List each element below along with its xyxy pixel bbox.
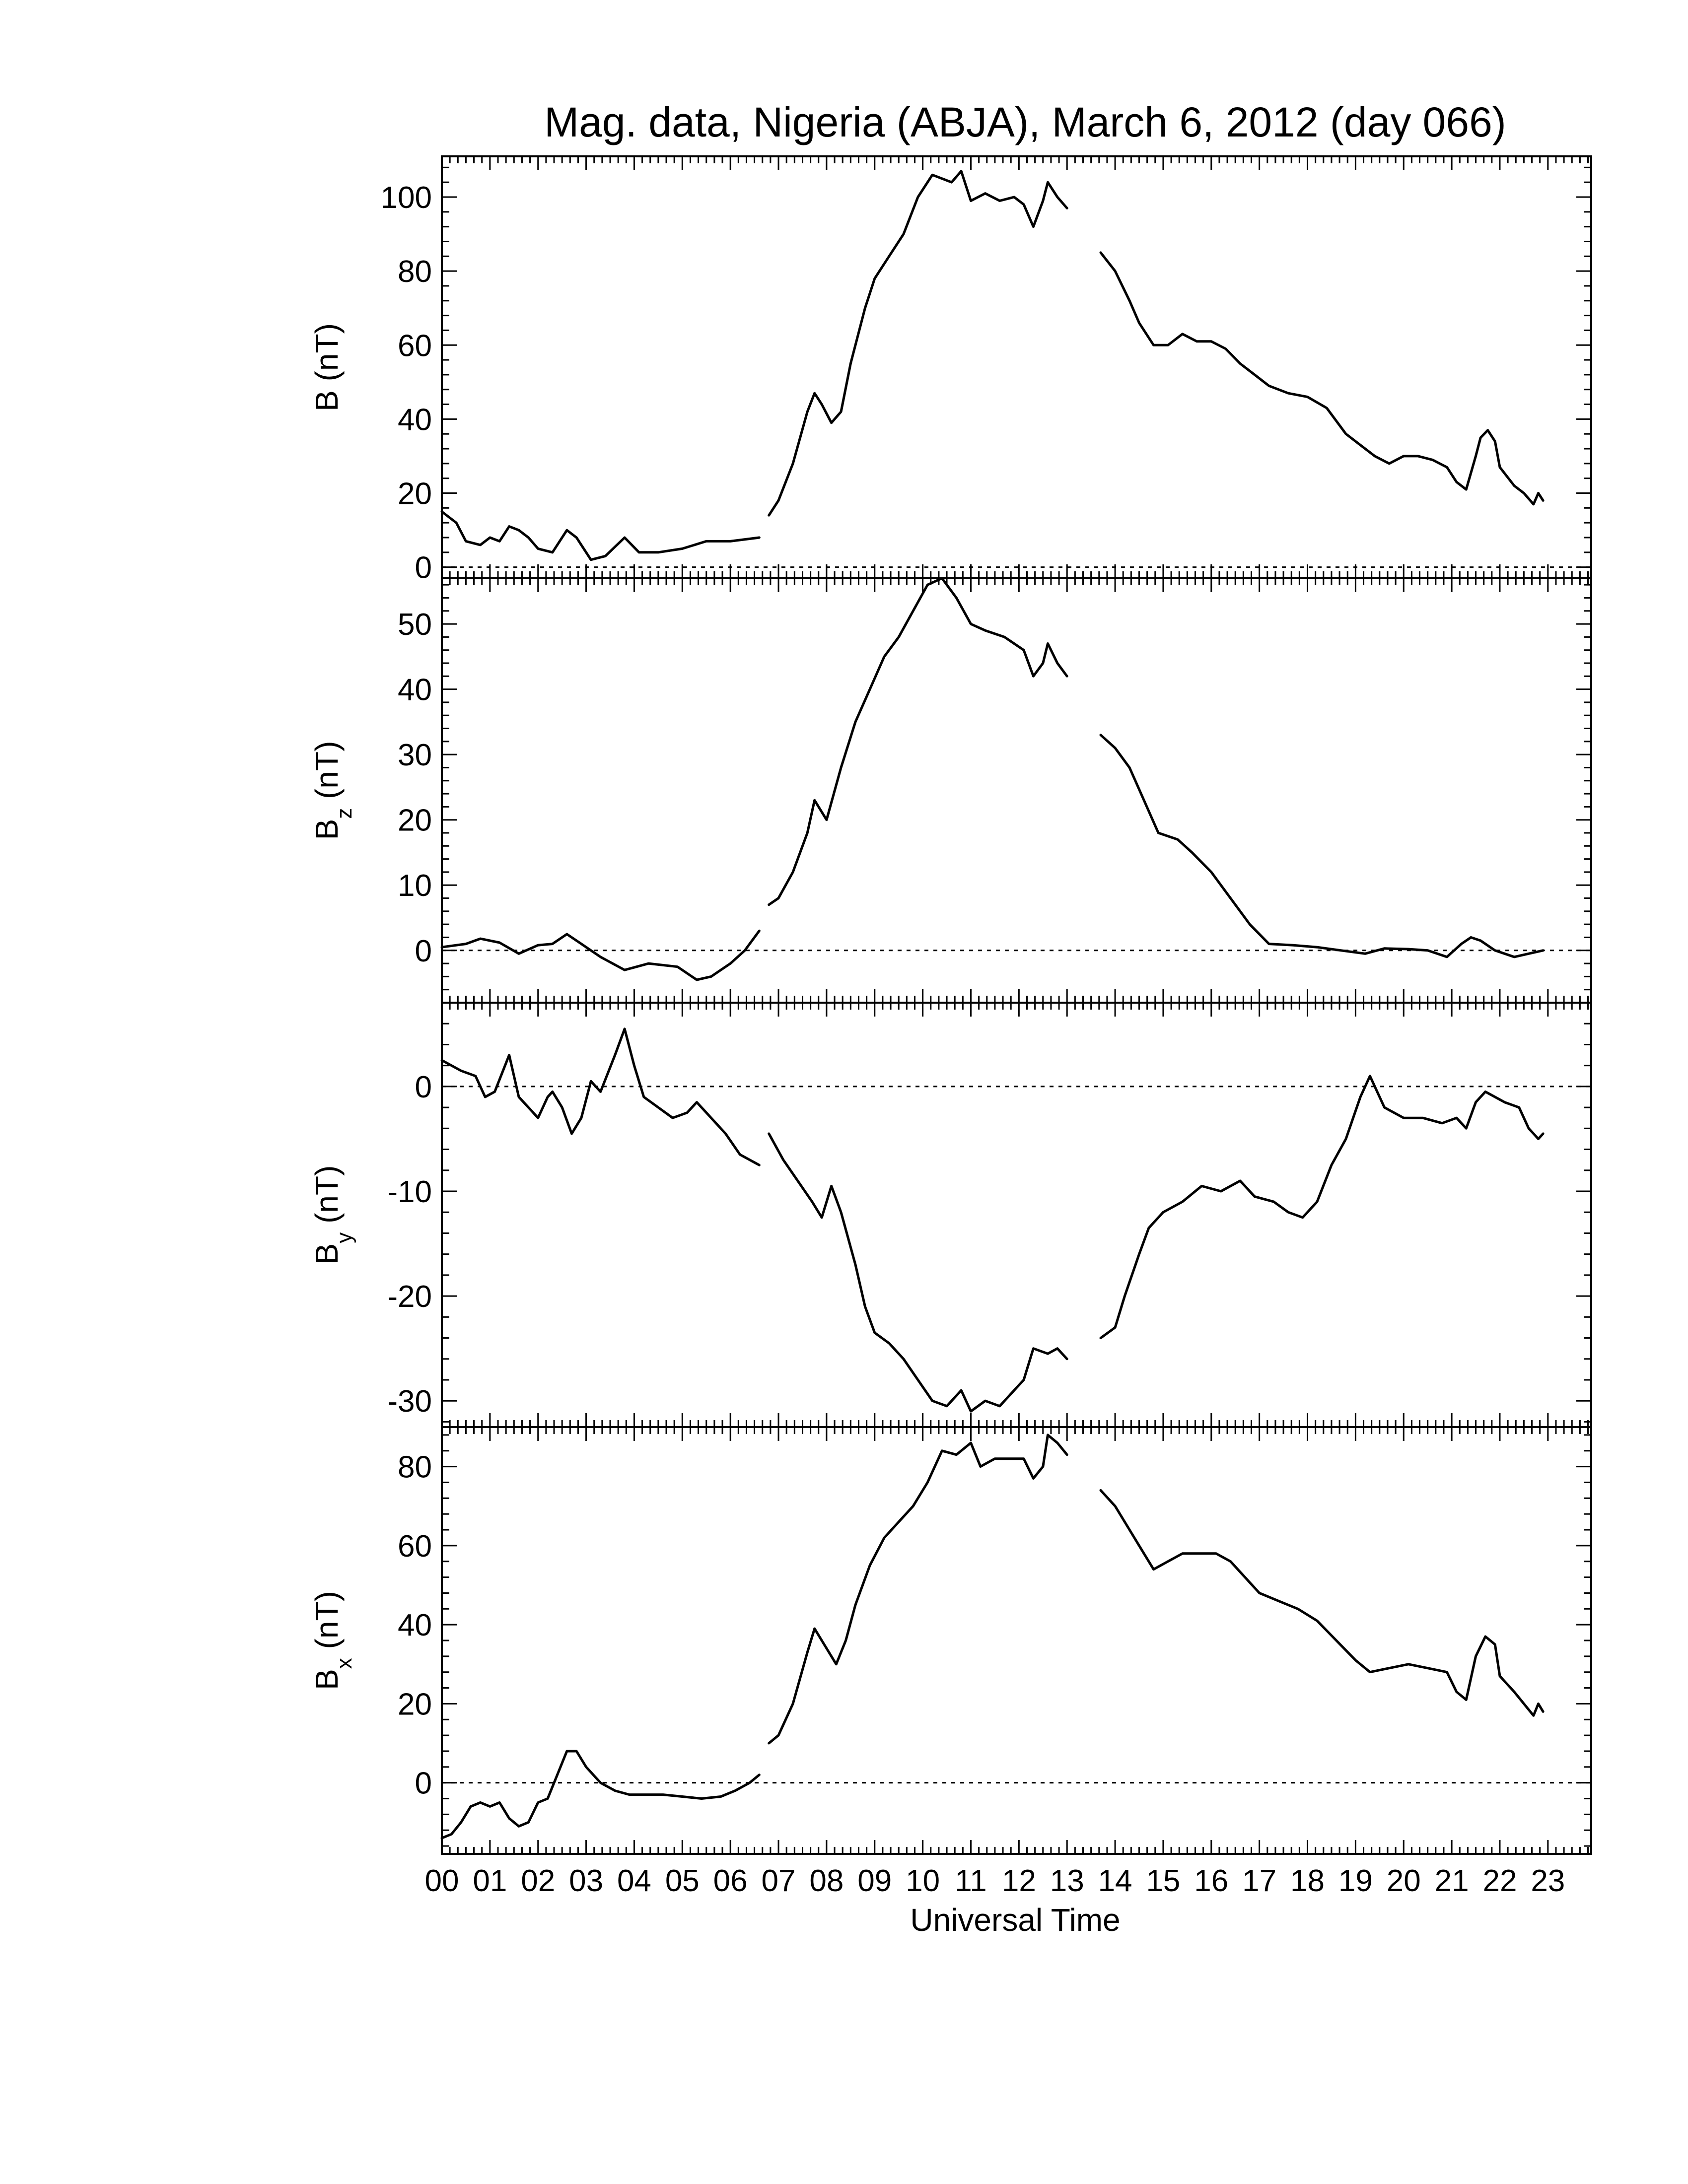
x-tick-label: 03: [569, 1864, 603, 1898]
x-tick-label: 17: [1242, 1864, 1276, 1898]
y-tick-label: -20: [387, 1280, 432, 1314]
y-tick-label: 10: [398, 869, 432, 903]
y-axis-label-unit: (nT): [309, 1591, 345, 1658]
x-tick-label: 13: [1050, 1864, 1084, 1898]
panel-Bx: 0 20 40 60 80 Bx (nT): [309, 1426, 1592, 1855]
y-axis-label-unit: (nT): [309, 1165, 345, 1232]
y-axis-label-symbol: B: [309, 1669, 345, 1690]
x-tick-labels: 00 01 02 03 04 05 06 07 08 09 10 11 12 13 14 15 16 17 18 19…: [425, 1864, 1565, 1898]
y-tick-label: 80: [398, 255, 432, 289]
x-axis-label: Universal Time: [910, 1902, 1120, 1938]
y-tick-label: 0: [415, 1070, 432, 1104]
y-axis-label-B: B (nT): [309, 323, 345, 411]
y-axis-label-unit: (nT): [309, 323, 345, 390]
y-tick-label: 0: [415, 934, 432, 968]
x-tick-label: 09: [857, 1864, 892, 1898]
x-tick-label: 22: [1482, 1864, 1517, 1898]
y-axis-label-subscript: y: [332, 1232, 356, 1243]
x-tick-label: 10: [906, 1864, 940, 1898]
panel-frame: [441, 1002, 1592, 1428]
x-tick-label: 23: [1531, 1864, 1565, 1898]
y-tick-label: -10: [387, 1175, 432, 1209]
y-tick-label: 40: [398, 403, 432, 437]
y-tick-label: 30: [398, 738, 432, 772]
series-line-Bz-segment: [768, 577, 1068, 906]
x-tick-label: 01: [473, 1864, 507, 1898]
x-tick-label: 11: [955, 1864, 986, 1898]
y-axis-label-By: By (nT): [309, 1165, 356, 1265]
series-line-Bx-segment: [1099, 1489, 1545, 1717]
panel-B: 0 20 40 60 80 100 B (nT): [309, 155, 1592, 585]
x-tick-label: 20: [1387, 1864, 1421, 1898]
x-tick-label: 07: [762, 1864, 796, 1898]
x-tick-label: 12: [1002, 1864, 1036, 1898]
y-tick-label: 40: [398, 673, 432, 707]
y-tick-label: 20: [398, 804, 432, 838]
y-axis-label-subscript: z: [332, 808, 356, 819]
series-line-B-segment: [1099, 251, 1545, 506]
y-axis-label-Bz: Bz (nT): [309, 741, 356, 840]
y-axis-label-symbol: B: [309, 1243, 345, 1265]
series-line-By-segment: [1099, 1075, 1545, 1340]
y-axis-label-Bx: Bx (nT): [309, 1591, 356, 1690]
chart-title: Mag. data, Nigeria (ABJA), March 6, 2012…: [544, 99, 1506, 145]
x-tick-label: 16: [1194, 1864, 1228, 1898]
x-tick-label: 06: [713, 1864, 748, 1898]
series-line-Bz-segment: [440, 929, 761, 981]
x-tick-label: 14: [1098, 1864, 1132, 1898]
x-tick-label: 02: [521, 1864, 555, 1898]
y-axis-label-unit: (nT): [309, 741, 345, 808]
panels-layer: 0 20 40 60 80 100 B (nT) 0 10 20 30 40 50 Bz (nT) 0 -10…: [309, 155, 1592, 1855]
y-tick-label: 60: [398, 329, 432, 363]
y-tick-label: 0: [415, 1767, 432, 1801]
series-line-Bx-segment: [768, 1433, 1068, 1745]
series-line-Bz-segment: [1099, 734, 1545, 958]
panel-Bz: 0 10 20 30 40 50 Bz (nT): [309, 577, 1592, 1004]
series-line-B-segment: [440, 510, 761, 561]
y-tick-label: 20: [398, 477, 432, 511]
y-axis-label-symbol: B: [309, 819, 345, 840]
y-tick-label: 60: [398, 1529, 432, 1564]
x-tick-label: 08: [809, 1864, 844, 1898]
x-tick-label: 19: [1338, 1864, 1373, 1898]
panel-frame: [441, 155, 1592, 579]
series-line-B-segment: [768, 170, 1068, 517]
x-tick-label: 00: [425, 1864, 459, 1898]
y-tick-label: 100: [381, 181, 432, 215]
series-line-Bx-segment: [440, 1750, 761, 1840]
x-tick-label: 21: [1435, 1864, 1469, 1898]
y-tick-label: 50: [398, 608, 432, 642]
series-line-By-segment: [440, 1027, 761, 1166]
y-axis-label-symbol: B: [309, 390, 345, 411]
y-tick-label: 80: [398, 1450, 432, 1485]
x-tick-label: 05: [665, 1864, 700, 1898]
panel-frame: [441, 577, 1592, 1004]
y-tick-label: -30: [387, 1384, 432, 1419]
x-tick-label: 04: [617, 1864, 651, 1898]
y-tick-label: 0: [415, 551, 432, 585]
y-axis-label-subscript: x: [332, 1658, 356, 1669]
x-tick-label: 18: [1290, 1864, 1325, 1898]
x-tick-label: 15: [1146, 1864, 1180, 1898]
series-line-By-segment: [768, 1132, 1068, 1413]
panel-By: 0 -10 -20 -30 By (nT): [309, 1002, 1592, 1428]
y-tick-label: 40: [398, 1608, 432, 1642]
y-tick-label: 20: [398, 1687, 432, 1721]
